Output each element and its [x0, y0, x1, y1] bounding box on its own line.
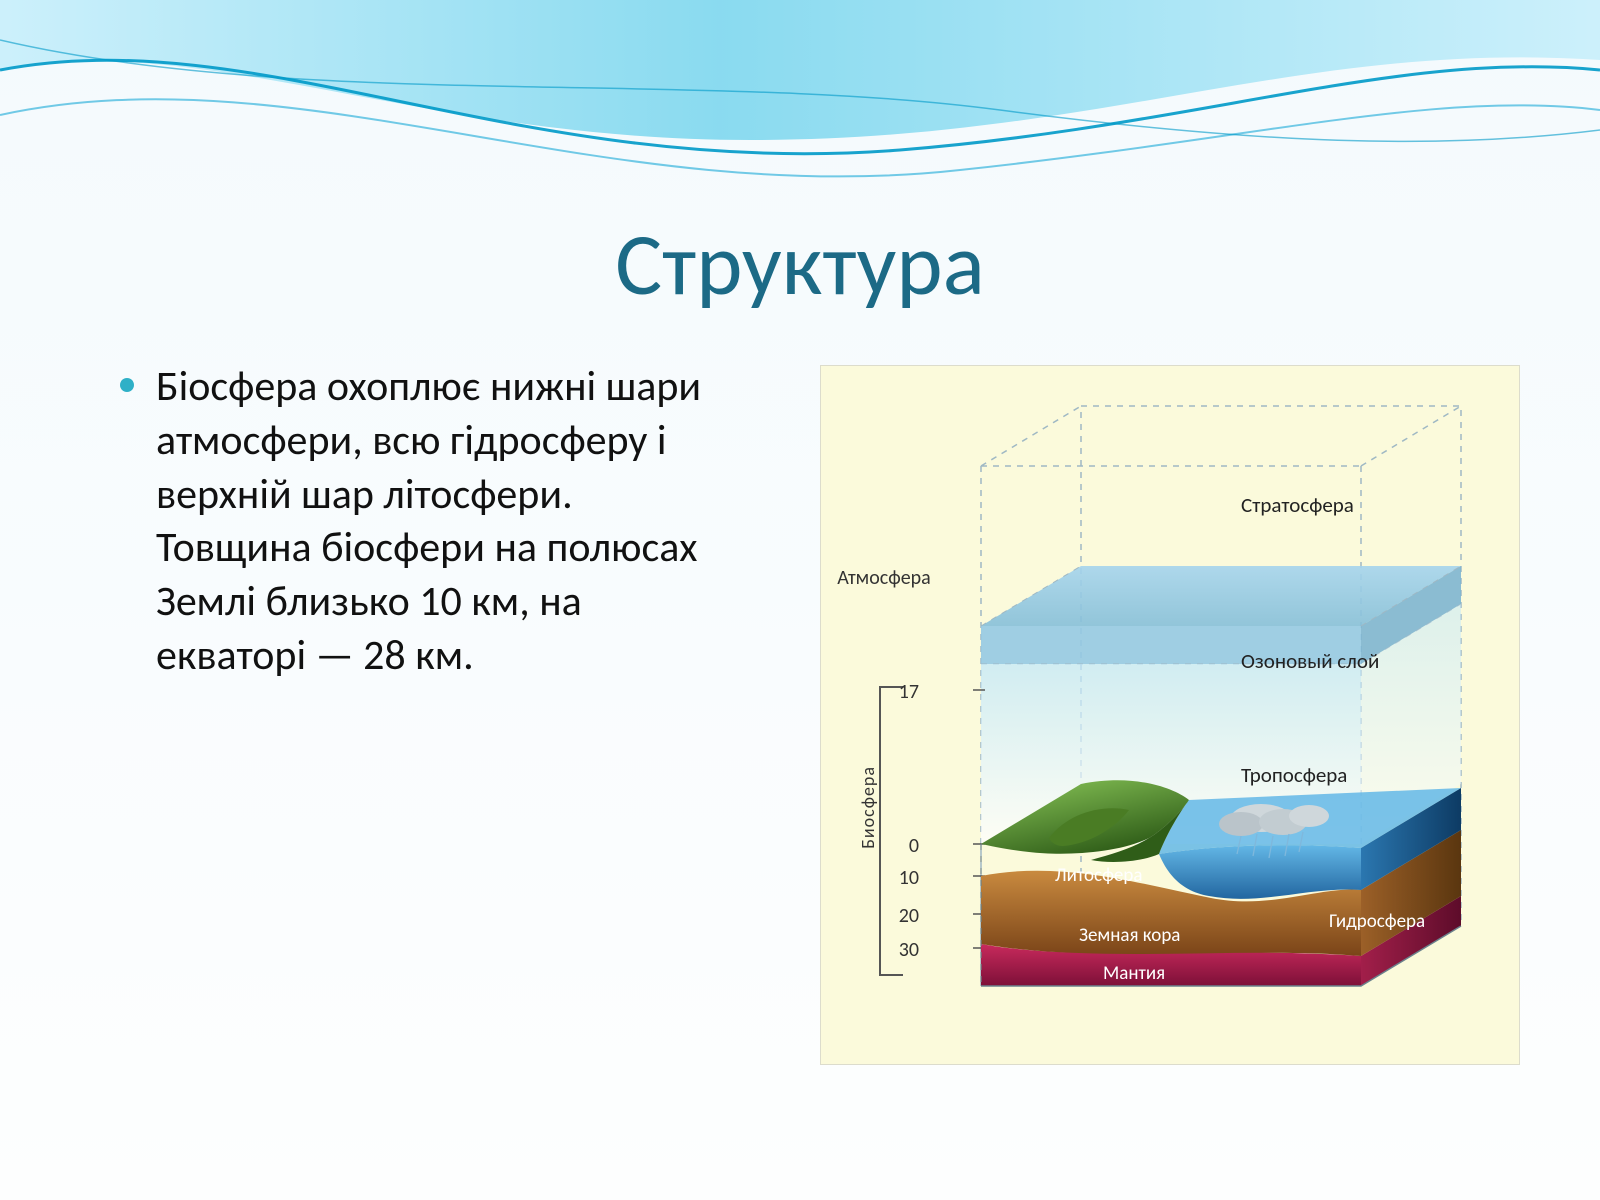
- slide: Структура Біосфера охоплює нижні шари ат…: [0, 0, 1600, 1200]
- scale-tick-30: 30: [885, 938, 919, 962]
- scale-tick-20: 20: [885, 904, 919, 928]
- slide-title: Структура: [615, 210, 985, 318]
- bullet-item: Біосфера охоплює нижні шари атмосфери, в…: [120, 360, 730, 683]
- scale-tick-10: 10: [885, 866, 919, 890]
- scale-tick-17: 17: [885, 680, 919, 704]
- label-ozone: Озоновый слой: [1241, 648, 1379, 674]
- biosphere-diagram: Атмосфера Биосфера 17 0 10 20 30: [820, 365, 1520, 1065]
- hydrosphere-front: [1159, 845, 1361, 899]
- label-mantle: Мантия: [1103, 962, 1165, 985]
- bullet-content: Біосфера охоплює нижні шари атмосфери, в…: [156, 360, 730, 683]
- label-lithosphere: Литосфера: [1055, 864, 1142, 887]
- atmosphere-axis-label: Атмосфера: [829, 566, 939, 590]
- label-crust: Земная кора: [1079, 924, 1180, 947]
- label-hydrosphere: Гидросфера: [1329, 910, 1425, 933]
- label-stratosphere: Стратосфера: [1241, 492, 1354, 518]
- body-text: Біосфера охоплює нижні шари атмосфери, в…: [120, 360, 730, 683]
- label-troposphere: Тропосфера: [1241, 762, 1347, 788]
- biosphere-axis-label: Биосфера: [857, 766, 879, 849]
- bullet-icon: [120, 378, 134, 392]
- scale-tick-0: 0: [885, 834, 919, 858]
- biosphere-bracket: [879, 686, 903, 976]
